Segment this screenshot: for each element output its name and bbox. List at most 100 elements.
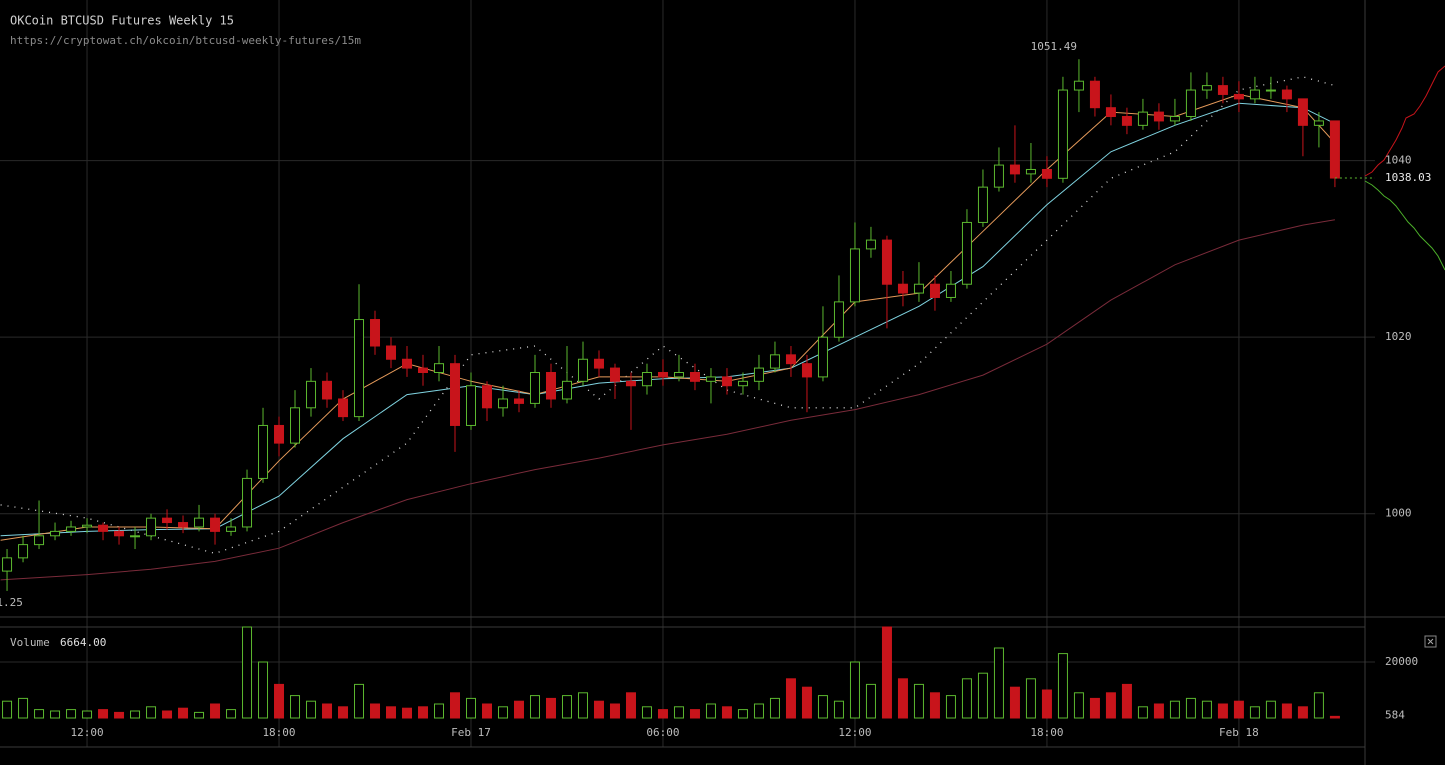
candle-body: [450, 363, 460, 426]
volume-bar: [993, 647, 1004, 719]
x-tick-label: 12:00: [70, 726, 103, 739]
x-tick-label: 18:00: [262, 726, 295, 739]
candle-body: [1073, 80, 1084, 91]
candle-body: [258, 424, 269, 479]
candle-body: [210, 517, 221, 532]
candle-body: [1009, 164, 1020, 175]
volume-bar: [82, 710, 93, 719]
volume-bar: [194, 711, 205, 719]
volume-bar: [625, 692, 636, 719]
volume-bar: [753, 703, 764, 719]
volume-bar: [1105, 692, 1116, 719]
volume-bar: [354, 683, 365, 719]
candle-body: [1217, 85, 1228, 95]
candle-body: [609, 367, 620, 382]
volume-bar: [849, 661, 860, 719]
volume-bar: [50, 710, 61, 719]
chart-title: OKCoin BTCUSD Futures Weekly 15: [10, 14, 234, 28]
candle-body: [817, 336, 828, 378]
volume-bar: [338, 706, 349, 719]
candle-body: [833, 301, 844, 338]
candle-body: [418, 367, 429, 373]
candle-body: [306, 380, 317, 409]
volume-bar: [1329, 715, 1340, 719]
volume-title: Volume: [10, 636, 50, 649]
candle-body: [737, 380, 748, 387]
volume-bar: [162, 710, 173, 719]
volume-bar: [1041, 689, 1052, 719]
candle-body: [913, 283, 924, 294]
candle-body: [1185, 89, 1196, 118]
close-icon[interactable]: [1427, 638, 1434, 645]
depth-bids: [1364, 65, 1445, 177]
candle-body: [1169, 116, 1180, 122]
candle-body: [945, 283, 956, 298]
volume-bar: [1217, 703, 1228, 719]
volume-bar: [130, 710, 141, 719]
candle-body: [993, 164, 1004, 188]
candle-body: [929, 283, 940, 298]
volume-bar: [897, 678, 908, 719]
volume-bar: [1089, 697, 1100, 719]
candle-body: [801, 363, 812, 378]
candle-body: [1105, 107, 1116, 118]
y-tick-label: 1040: [1385, 154, 1412, 167]
volume-bar: [226, 709, 237, 719]
candle-body: [1249, 89, 1260, 100]
volume-bar: [1025, 678, 1036, 719]
volume-bar: [945, 695, 956, 719]
volume-bar: [210, 703, 221, 719]
candle-body: [274, 424, 285, 444]
candle-body: [577, 358, 588, 382]
volume-bar: [34, 709, 45, 719]
candle-body: [545, 371, 556, 400]
candle-body: [785, 354, 796, 365]
candle-body: [1025, 168, 1036, 175]
candle-body: [146, 517, 157, 537]
volume-bar: [1233, 700, 1244, 719]
volume-bar: [817, 695, 828, 719]
volume-bar: [641, 706, 652, 719]
min-label: 991.25: [0, 596, 23, 609]
volume-bar: [322, 703, 333, 719]
x-tick-label: Feb 17: [451, 726, 491, 739]
close-button[interactable]: [1424, 635, 1437, 648]
depth-asks: [1364, 180, 1445, 271]
volume-bar: [881, 626, 892, 719]
candle-body: [1121, 116, 1132, 126]
candle-body: [961, 221, 972, 285]
volume-bar: [577, 692, 588, 719]
candle-body: [497, 398, 508, 409]
volume-bar: [306, 700, 317, 719]
candle-body: [402, 358, 413, 369]
candle-body: [881, 239, 892, 285]
candle-body: [242, 477, 253, 528]
candle-body: [434, 363, 445, 373]
candle-body: [1313, 120, 1324, 126]
volume-bar: [418, 706, 429, 719]
candle-body: [625, 380, 636, 387]
candle-body: [34, 535, 45, 546]
candle-body: [1201, 85, 1212, 91]
candle-body: [1057, 89, 1068, 179]
volume-bar: [1313, 692, 1324, 719]
volume-bar: [801, 686, 812, 719]
volume-bar: [1249, 706, 1260, 719]
x-tick-label: Feb 18: [1219, 726, 1259, 739]
y-tick-label: 1000: [1385, 507, 1412, 520]
volume-bar: [833, 700, 844, 719]
volume-bar: [545, 697, 556, 719]
x-tick-label: 06:00: [646, 726, 679, 739]
volume-bar: [1265, 700, 1276, 719]
candle-body: [98, 524, 109, 532]
candle-body: [322, 380, 333, 400]
candle-body: [865, 239, 876, 250]
candle-body: [162, 517, 173, 524]
volume-bar: [737, 709, 748, 719]
candle-body: [1089, 80, 1100, 109]
volume-bar: [689, 709, 700, 719]
volume-bar: [146, 706, 157, 719]
volume-bar: [1169, 700, 1180, 719]
candle-body: [849, 248, 860, 303]
candle-body: [897, 283, 908, 294]
